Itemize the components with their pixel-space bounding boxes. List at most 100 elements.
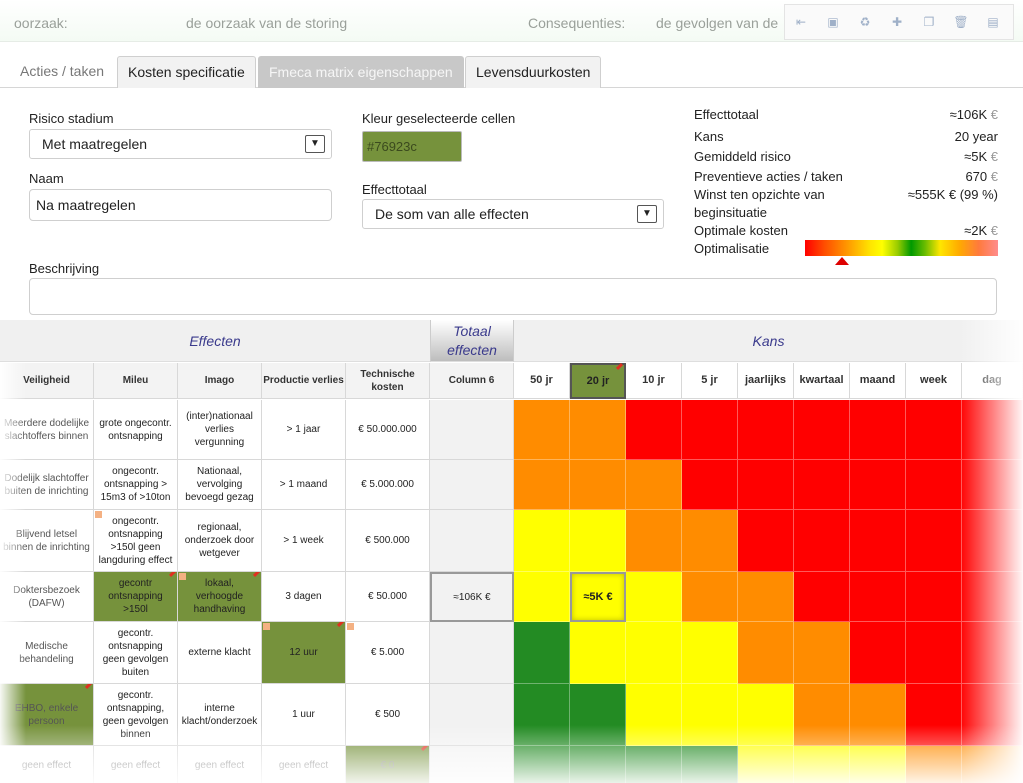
delete-icon[interactable]: 🗑 xyxy=(953,15,969,29)
risk-cell[interactable] xyxy=(962,572,1023,622)
cause-value[interactable]: de oorzaak van de storing xyxy=(186,15,348,31)
effect-cell[interactable]: > 1 jaar xyxy=(262,400,346,460)
risk-cell[interactable] xyxy=(514,460,570,510)
effect-cell[interactable]: geen effect xyxy=(262,746,346,783)
effect-cell[interactable]: Meerdere dodelijke slachtoffers binnen xyxy=(0,400,94,460)
effect-cell[interactable]: € 500.000 xyxy=(346,510,430,572)
risk-cell[interactable] xyxy=(850,622,906,684)
effect-cell[interactable]: geen effect xyxy=(178,746,262,783)
risk-cell[interactable] xyxy=(514,622,570,684)
risk-cell[interactable] xyxy=(738,622,794,684)
risk-cell[interactable] xyxy=(850,510,906,572)
effect-cell[interactable]: grote ongecontr. ontsnapping xyxy=(94,400,178,460)
risk-cell[interactable] xyxy=(906,510,962,572)
tab-acties-taken[interactable]: Acties / taken xyxy=(20,63,105,79)
risk-cell[interactable] xyxy=(738,746,794,783)
risk-cell[interactable] xyxy=(794,400,850,460)
effect-cell[interactable]: € 500 xyxy=(346,684,430,746)
risk-cell[interactable] xyxy=(962,460,1023,510)
kans-header-7[interactable]: maand xyxy=(850,363,906,399)
risk-cell[interactable] xyxy=(906,460,962,510)
risk-cell[interactable] xyxy=(570,400,626,460)
effect-cell[interactable]: Dodelijk slachtoffer buiten de inrichtin… xyxy=(0,460,94,510)
effect-cell[interactable]: (inter)nationaal verlies vergunning xyxy=(178,400,262,460)
effect-cell[interactable]: gecontr ontsnapping >150l xyxy=(94,572,178,622)
risk-cell[interactable] xyxy=(962,510,1023,572)
column-header-2[interactable]: Mileu xyxy=(94,363,178,399)
effect-cell[interactable]: externe klacht xyxy=(178,622,262,684)
kans-header-2[interactable]: 20 jr xyxy=(570,362,626,399)
description-input[interactable] xyxy=(29,278,997,315)
risk-cell[interactable] xyxy=(682,622,738,684)
kans-header-3[interactable]: 10 jr xyxy=(626,363,682,399)
risk-cell[interactable] xyxy=(626,400,682,460)
risk-cell[interactable] xyxy=(570,622,626,684)
risk-cell[interactable] xyxy=(682,510,738,572)
tab-levensduurkosten[interactable]: Levensduurkosten xyxy=(465,56,602,88)
risk-cell[interactable] xyxy=(738,510,794,572)
risk-cell[interactable] xyxy=(906,684,962,746)
column-header-total[interactable]: Column 6 xyxy=(430,363,514,399)
kans-header-9[interactable]: dag xyxy=(962,363,1023,399)
color-picker[interactable]: #76923c xyxy=(362,131,462,162)
risk-cell[interactable] xyxy=(570,510,626,572)
effect-cell[interactable]: € 5.000.000 xyxy=(346,460,430,510)
effect-total-select[interactable]: De som van alle effecten ▼ xyxy=(362,199,664,229)
add-icon[interactable]: ▣ xyxy=(827,15,839,29)
risk-cell[interactable] xyxy=(514,572,570,622)
copy-icon[interactable]: ❐ xyxy=(923,15,935,29)
risk-cell[interactable] xyxy=(738,460,794,510)
risk-cell[interactable] xyxy=(682,684,738,746)
risk-cell[interactable] xyxy=(570,746,626,783)
plus-icon[interactable]: ✚ xyxy=(891,15,903,29)
effect-cell[interactable]: > 1 week xyxy=(262,510,346,572)
effect-cell[interactable]: interne klacht/onderzoek xyxy=(178,684,262,746)
risk-cell[interactable] xyxy=(850,460,906,510)
risk-cell[interactable] xyxy=(794,622,850,684)
effect-cell[interactable]: Nationaal, vervolging bevoegd gezag xyxy=(178,460,262,510)
effect-cell[interactable]: Medische behandeling xyxy=(0,622,94,684)
risk-cell[interactable] xyxy=(626,460,682,510)
kans-header-5[interactable]: jaarlijks xyxy=(738,363,794,399)
risk-cell[interactable] xyxy=(514,510,570,572)
effect-cell[interactable]: lokaal, verhoogde handhaving xyxy=(178,572,262,622)
effect-cell[interactable]: € 50.000 xyxy=(346,572,430,622)
risk-cell[interactable] xyxy=(682,400,738,460)
risk-cell[interactable] xyxy=(794,460,850,510)
risk-stage-select[interactable]: Met maatregelen ▼ xyxy=(29,129,332,159)
risk-cell[interactable] xyxy=(850,684,906,746)
risk-cell[interactable] xyxy=(962,400,1023,460)
kans-header-6[interactable]: kwartaal xyxy=(794,363,850,399)
column-header-5[interactable]: Technische kosten xyxy=(346,363,430,399)
effect-cell[interactable]: 3 dagen xyxy=(262,572,346,622)
kans-header-8[interactable]: week xyxy=(906,363,962,399)
effect-cell[interactable]: geen effect xyxy=(94,746,178,783)
risk-cell[interactable] xyxy=(682,572,738,622)
risk-cell[interactable] xyxy=(626,572,682,622)
total-cell[interactable] xyxy=(430,746,514,783)
total-cell[interactable] xyxy=(430,400,514,460)
effect-cell[interactable]: Blijvend letsel binnen de inrichting xyxy=(0,510,94,572)
risk-cell[interactable] xyxy=(794,510,850,572)
column-header-1[interactable]: Veiligheid xyxy=(0,363,94,399)
effect-cell[interactable]: > 1 maand xyxy=(262,460,346,510)
effect-cell[interactable]: regionaal, onderzoek door wetgever xyxy=(178,510,262,572)
total-cell[interactable] xyxy=(430,684,514,746)
risk-cell[interactable] xyxy=(682,460,738,510)
effect-cell[interactable]: € 0 xyxy=(346,746,430,783)
risk-cell[interactable] xyxy=(906,622,962,684)
column-header-4[interactable]: Productie verlies xyxy=(262,363,346,399)
risk-cell[interactable] xyxy=(794,746,850,783)
effect-cell[interactable]: 12 uur xyxy=(262,622,346,684)
effect-cell[interactable]: € 50.000.000 xyxy=(346,400,430,460)
risk-cell[interactable] xyxy=(962,746,1023,783)
risk-cell[interactable] xyxy=(962,684,1023,746)
effect-cell[interactable]: € 5.000 xyxy=(346,622,430,684)
first-icon[interactable]: ⇤ xyxy=(795,15,807,29)
effect-cell[interactable]: gecontr. ontsnapping geen gevolgen buite… xyxy=(94,622,178,684)
risk-cell[interactable] xyxy=(514,746,570,783)
total-cell[interactable] xyxy=(430,460,514,510)
risk-cell[interactable] xyxy=(682,746,738,783)
risk-cell[interactable] xyxy=(906,572,962,622)
consequences-value[interactable]: de gevolgen van de xyxy=(656,15,779,31)
